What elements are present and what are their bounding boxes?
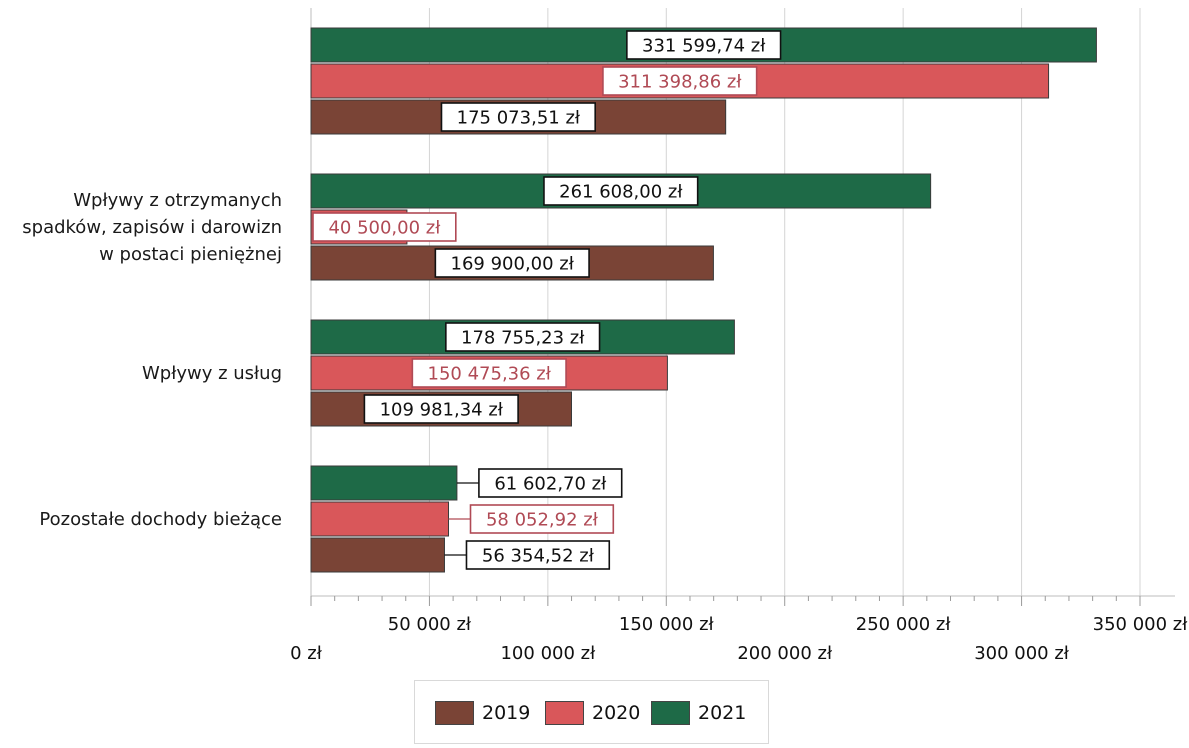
data-label-box [445, 322, 601, 352]
legend-label: 2020 [592, 702, 641, 724]
x-axis-ticks: 0 zł 50 000 zł 100 000 zł 150 000 zł 200 000… [290, 596, 1188, 664]
data-label: 150 475,36 zł [428, 364, 552, 385]
legend-label: 2021 [698, 702, 747, 724]
data-label-box [411, 358, 567, 388]
data-label-box [440, 102, 596, 132]
legend-label: 2019 [482, 702, 531, 724]
legend-item-2021: 2021 [651, 701, 746, 725]
data-label-box [478, 468, 623, 498]
legend: 2019 2020 2021 [414, 680, 769, 744]
category-label: Wpływy z usług [142, 363, 282, 384]
x-tick-label: 0 zł [290, 643, 323, 664]
bars [310, 27, 1097, 573]
x-tick-label: 50 000 zł [388, 614, 472, 635]
data-label-box [626, 30, 782, 60]
bar-2019 [310, 537, 445, 573]
x-tick-label: 200 000 zł [737, 643, 833, 664]
data-label: 169 900,00 zł [451, 254, 575, 275]
data-label-box [434, 248, 590, 278]
category-label: Pozostałe dochody bieżące [39, 509, 282, 530]
category-label-line: w postaci pieniężnej [99, 244, 282, 265]
data-label: 40 500,00 zł [328, 218, 441, 239]
data-label: 61 602,70 zł [494, 474, 607, 495]
data-label: 331 599,74 zł [642, 36, 766, 57]
bar-2020 [310, 501, 450, 537]
legend-swatch [651, 701, 690, 725]
x-tick-label: 250 000 zł [856, 614, 952, 635]
category-label-line: spadków, zapisów i darowizn [22, 217, 282, 238]
category-labels: Wpływy z otrzymanych spadków, zapisów i d… [22, 190, 282, 530]
data-label: 311 398,86 zł [618, 72, 742, 93]
x-tick-label: 150 000 zł [619, 614, 715, 635]
x-tick-label: 100 000 zł [500, 643, 596, 664]
category-label-line: Wpływy z usług [142, 363, 282, 384]
data-label-box [469, 504, 615, 534]
data-label: 175 073,51 zł [457, 108, 581, 129]
data-label-box [363, 394, 519, 424]
bar-2021 [310, 465, 458, 501]
legend-swatch [545, 701, 584, 725]
x-tick-label: 350 000 zł [1093, 614, 1189, 635]
data-label: 261 608,00 zł [559, 182, 683, 203]
legend-swatch [435, 701, 474, 725]
legend-item-2020: 2020 [545, 701, 640, 725]
data-label: 178 755,23 zł [461, 328, 585, 349]
data-label-box [465, 540, 611, 570]
data-label: 58 052,92 zł [486, 510, 599, 531]
data-label-box [602, 66, 758, 96]
category-label: Wpływy z otrzymanych spadków, zapisów i d… [22, 190, 282, 265]
data-labels: 331 599,74 zł 261 608,00 zł 178 755,23 zł 6… [312, 30, 782, 570]
legend-item-2019: 2019 [435, 701, 530, 725]
data-label-box [312, 212, 457, 242]
x-tick-label: 300 000 zł [974, 643, 1070, 664]
data-label: 56 354,52 zł [482, 546, 595, 567]
data-label: 109 981,34 zł [380, 400, 504, 421]
category-label-line: Wpływy z otrzymanych [73, 190, 282, 211]
category-label-line: Pozostałe dochody bieżące [39, 509, 282, 530]
data-label-box [543, 176, 699, 206]
